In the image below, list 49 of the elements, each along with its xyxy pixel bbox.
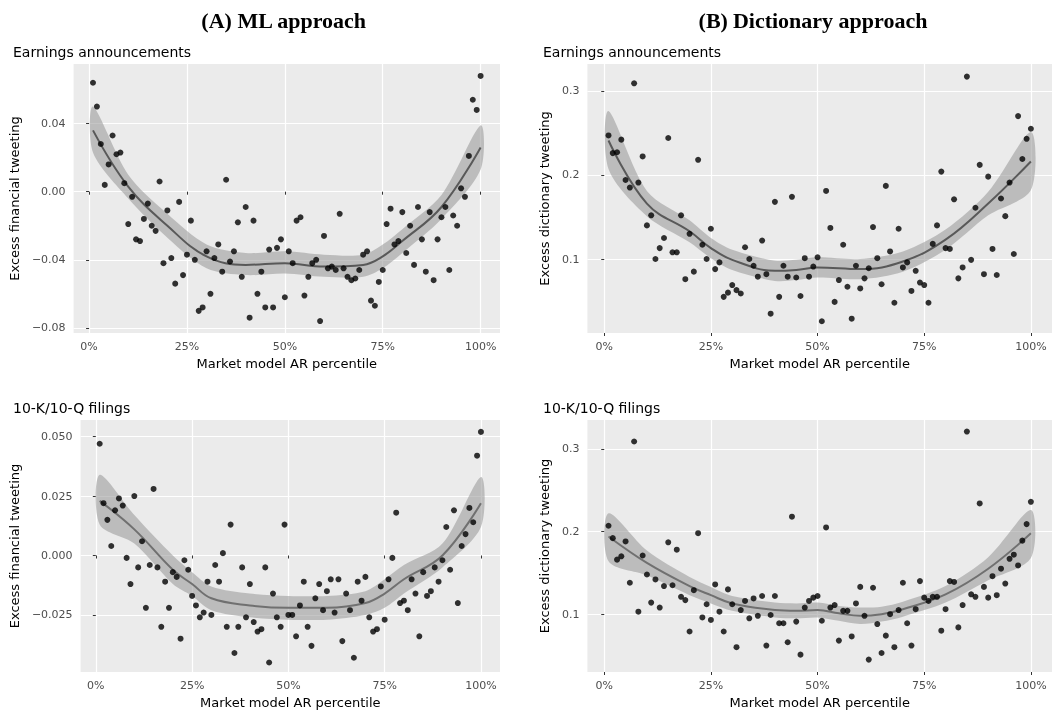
x-tick-label: 100% (464, 340, 497, 353)
line-series (607, 532, 1032, 617)
x-tick-label: 0% (87, 679, 105, 692)
x-tick-label: 25% (698, 340, 724, 353)
x-tick-label: 25% (179, 679, 205, 692)
chart-title: Earnings announcements (13, 44, 192, 60)
y-tick-label: 0.000 (41, 549, 73, 563)
chart-title: 10-K/10-Q filings (543, 400, 661, 416)
x-tick-label: 100% (1015, 340, 1047, 353)
y-tick-label: 0.3 (561, 442, 580, 456)
y-axis-title: Excess financial tweeting (7, 116, 22, 281)
y-axis-title: Excess dictionary tweeting (537, 458, 552, 634)
y-axis-title: Excess financial tweeting (7, 463, 22, 629)
x-tick-label: 50% (276, 679, 301, 692)
x-tick-label: 75% (912, 340, 937, 353)
y-tick-label: 0.3 (561, 84, 580, 98)
x-axis-title: Market model AR percentile (729, 356, 910, 371)
y-tick-label: 0.2 (561, 168, 580, 182)
x-tick-label: 0% (80, 340, 98, 353)
x-tick-label: 25% (174, 340, 200, 353)
x-tick-label: 25% (698, 679, 724, 692)
y-tick-label: 0.050 (41, 430, 73, 444)
x-axis-title: Market model AR percentile (200, 695, 381, 710)
chart-title: Earnings announcements (543, 44, 722, 60)
x-tick-label: 75% (912, 679, 937, 692)
y-tick-label: −0.025 (31, 608, 73, 622)
y-tick-label: 0.2 (561, 525, 580, 539)
x-tick-label: 0% (595, 679, 613, 692)
x-tick-label: 50% (805, 679, 830, 692)
y-tick-label: 0.025 (41, 489, 73, 503)
x-tick-label: 75% (370, 340, 395, 353)
text: (A) ML approach (201, 7, 367, 33)
y-tick-label: −0.04 (31, 253, 66, 267)
y-axis-title: Excess dictionary tweeting (537, 111, 552, 286)
x-tick-label: 75% (372, 679, 397, 692)
x-tick-label: 100% (465, 679, 497, 692)
x-axis-title: Market model AR percentile (196, 356, 378, 371)
x-axis-title: Market model AR percentile (729, 695, 910, 710)
y-tick-label: −0.08 (31, 321, 66, 335)
y-tick-label: 0.00 (41, 185, 66, 199)
chart-title: 10-K/10-Q filings (13, 400, 131, 416)
x-tick-label: 50% (272, 340, 298, 353)
x-tick-label: 50% (805, 340, 830, 353)
x-tick-label: 100% (1015, 679, 1047, 692)
x-tick-label: 0% (595, 340, 613, 353)
y-tick-label: 0.04 (41, 117, 66, 131)
y-tick-label: 0.1 (561, 252, 580, 266)
y-tick-label: 0.1 (561, 607, 580, 621)
text: (B) Dictionary approach (698, 7, 928, 33)
